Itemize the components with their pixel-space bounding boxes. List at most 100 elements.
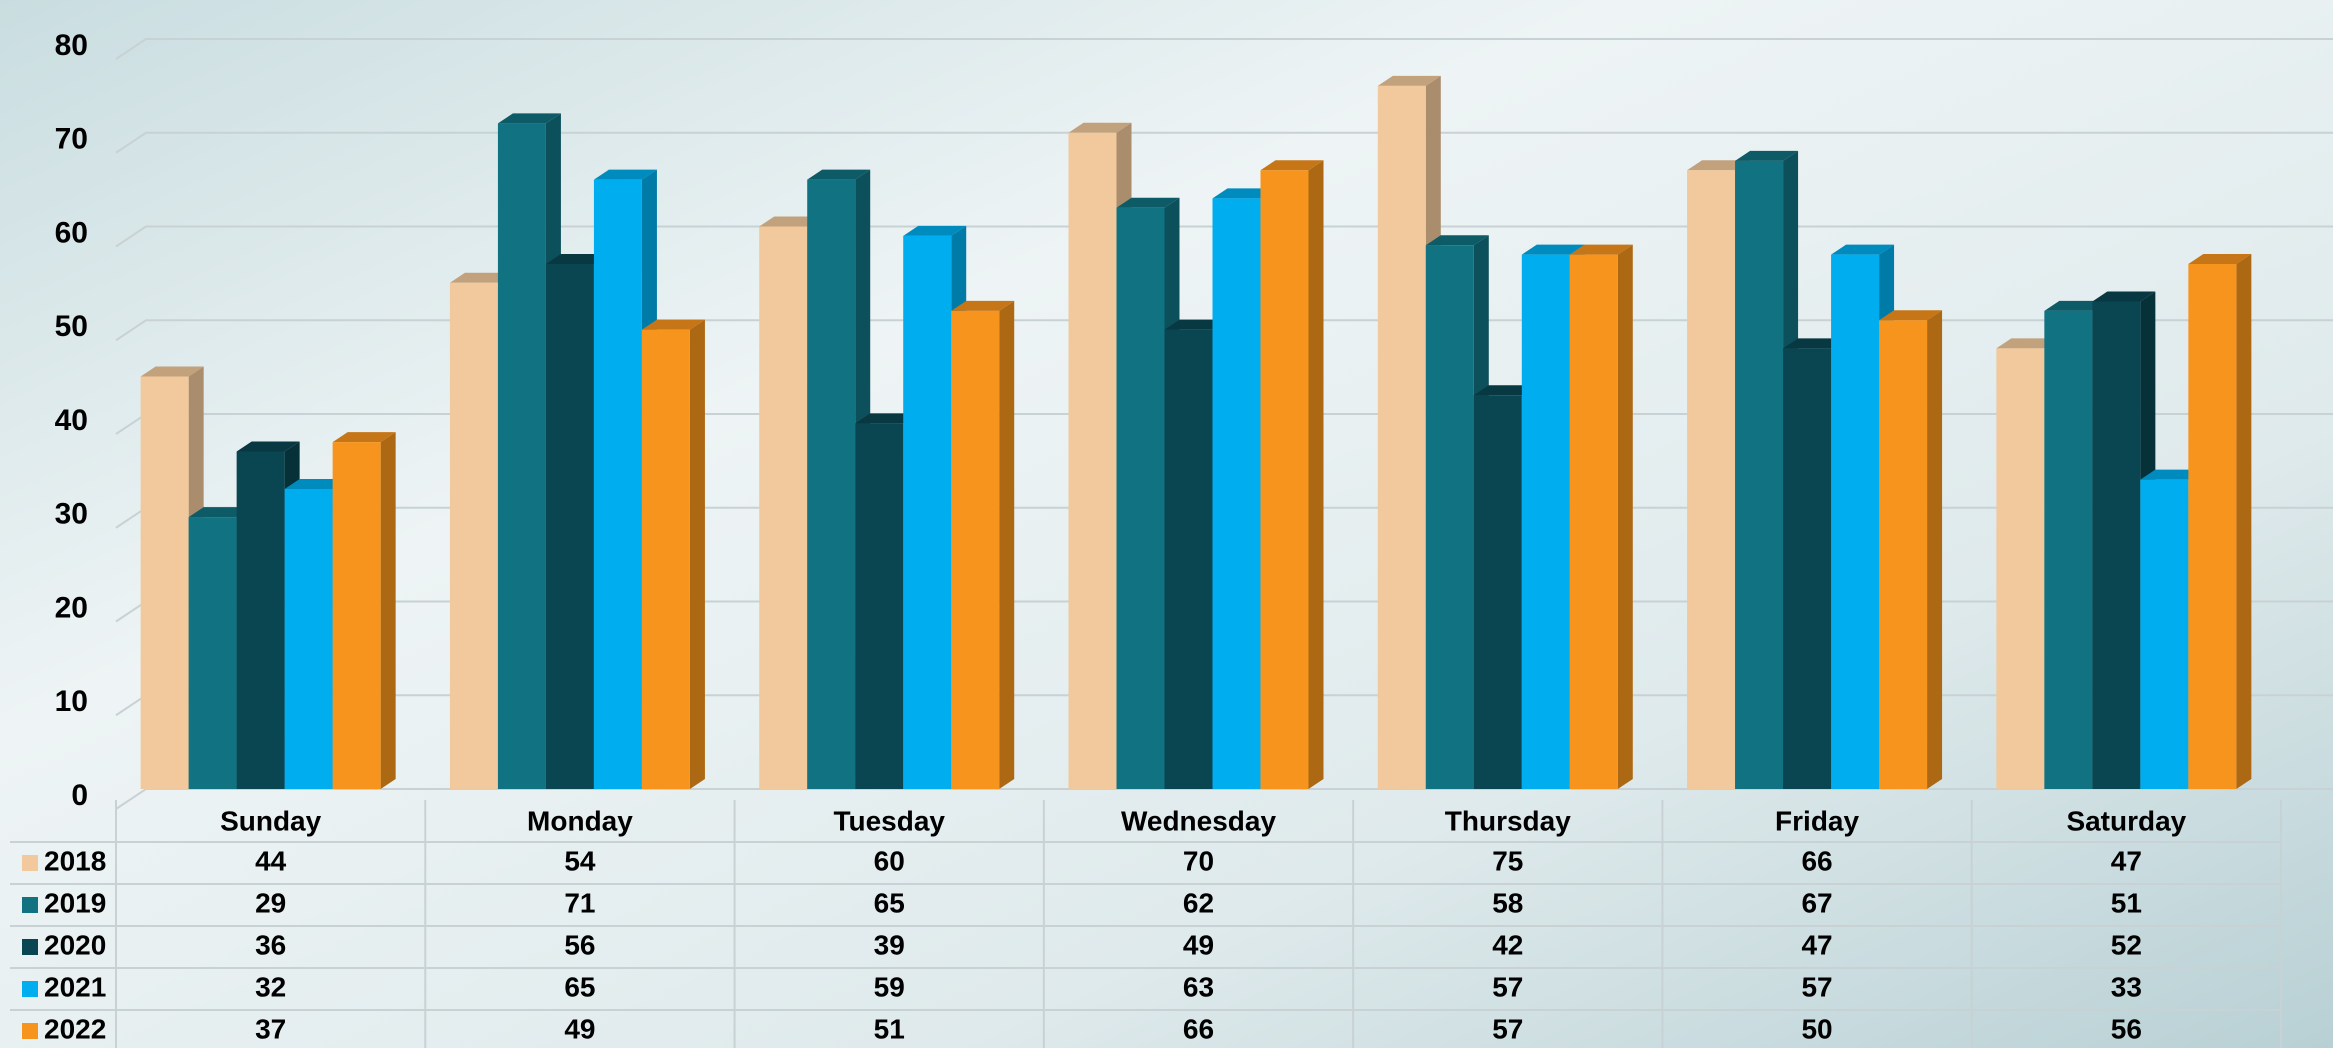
bar xyxy=(188,517,237,789)
bar xyxy=(1473,395,1522,789)
bar xyxy=(1831,254,1880,789)
grid-line xyxy=(115,225,2333,248)
bar xyxy=(903,235,952,789)
legend-key xyxy=(22,939,38,955)
y-tick-label: 10 xyxy=(55,685,88,718)
bar xyxy=(1783,348,1832,789)
table-value: 60 xyxy=(874,845,905,876)
bar xyxy=(497,123,546,789)
bar xyxy=(951,310,1000,789)
x-tick-label: Monday xyxy=(527,805,633,836)
legend-key xyxy=(22,981,38,997)
table-value: 36 xyxy=(255,929,286,960)
legend-label: 2019 xyxy=(44,887,106,918)
table-value: 62 xyxy=(1183,887,1214,918)
table-value: 65 xyxy=(564,971,595,1002)
bar-top xyxy=(188,507,252,518)
table-value: 57 xyxy=(1492,1013,1523,1044)
bar-top xyxy=(545,254,609,264)
legend-key xyxy=(22,855,38,871)
bar-top xyxy=(1996,338,2060,349)
bar-top xyxy=(1425,235,1489,246)
y-tick-label: 0 xyxy=(71,779,88,812)
bar xyxy=(284,489,333,789)
bar-side xyxy=(999,300,1015,789)
bar xyxy=(1569,254,1618,789)
table-value: 63 xyxy=(1183,971,1214,1002)
bar xyxy=(759,226,808,789)
bar xyxy=(2140,479,2189,789)
x-tick-label: Friday xyxy=(1775,805,1859,836)
y-tick-label: 40 xyxy=(55,404,88,437)
table-value: 51 xyxy=(874,1013,905,1044)
bar xyxy=(1735,160,1784,789)
bar xyxy=(2092,301,2141,789)
table-value: 67 xyxy=(1801,887,1832,918)
table-value: 51 xyxy=(2111,887,2142,918)
bar xyxy=(1068,132,1117,789)
bar xyxy=(545,264,594,789)
bar-top xyxy=(1377,75,1441,86)
x-tick-label: Wednesday xyxy=(1121,805,1277,836)
table-value: 58 xyxy=(1492,887,1523,918)
bar xyxy=(1879,320,1928,789)
y-tick-label: 30 xyxy=(55,498,88,531)
table-value: 50 xyxy=(1801,1013,1832,1044)
legend-label: 2018 xyxy=(44,845,106,876)
y-tick-label: 70 xyxy=(55,123,88,156)
bar xyxy=(449,282,498,789)
bar-top xyxy=(2044,300,2108,311)
bar xyxy=(855,423,904,789)
y-tick-label: 20 xyxy=(55,591,88,624)
bar-top xyxy=(1212,188,1276,199)
bar-top xyxy=(1879,310,1943,321)
table-value: 47 xyxy=(2111,845,2142,876)
bar-top xyxy=(1116,197,1180,208)
grid-line xyxy=(115,131,2333,154)
table-value: 33 xyxy=(2111,971,2142,1002)
bar xyxy=(1260,170,1309,789)
bar xyxy=(593,179,642,789)
bar-top xyxy=(284,479,348,489)
bar-top xyxy=(332,432,396,443)
bar-side xyxy=(1927,310,1943,789)
bar-top xyxy=(1687,160,1751,171)
table-value: 49 xyxy=(1183,929,1214,960)
x-tick-label: Sunday xyxy=(220,805,322,836)
bar xyxy=(236,451,285,789)
bar xyxy=(332,442,381,789)
table-value: 42 xyxy=(1492,929,1523,960)
table-value: 49 xyxy=(564,1013,595,1044)
table-value: 57 xyxy=(1492,971,1523,1002)
bar-top xyxy=(807,169,871,180)
table-value: 32 xyxy=(255,971,286,1002)
bar xyxy=(807,179,856,789)
bar-top xyxy=(140,366,204,377)
x-tick-label: Thursday xyxy=(1445,805,1571,836)
table-value: 66 xyxy=(1183,1013,1214,1044)
bar xyxy=(1521,254,1570,789)
y-tick-label: 50 xyxy=(55,310,88,343)
bar-top xyxy=(855,413,919,424)
table-value: 54 xyxy=(564,845,596,876)
bar-top xyxy=(1521,244,1585,255)
bar-top xyxy=(951,300,1015,311)
bar-top xyxy=(641,319,705,330)
bar-top xyxy=(759,216,823,227)
table-value: 57 xyxy=(1801,971,1832,1002)
bar-top xyxy=(1260,160,1324,171)
bar xyxy=(1164,329,1213,789)
table-value: 75 xyxy=(1492,845,1523,876)
table-value: 37 xyxy=(255,1013,286,1044)
table-value: 66 xyxy=(1801,845,1832,876)
table-value: 52 xyxy=(2111,929,2142,960)
legend-label: 2022 xyxy=(44,1013,106,1044)
bar-top xyxy=(2188,254,2252,264)
bar-top xyxy=(1473,385,1537,396)
bar-top xyxy=(449,272,513,283)
bar-top xyxy=(1783,338,1847,349)
bar-top xyxy=(1068,122,1132,133)
bar xyxy=(2188,264,2237,789)
bar-top xyxy=(2140,469,2204,480)
bar-side xyxy=(689,319,705,789)
